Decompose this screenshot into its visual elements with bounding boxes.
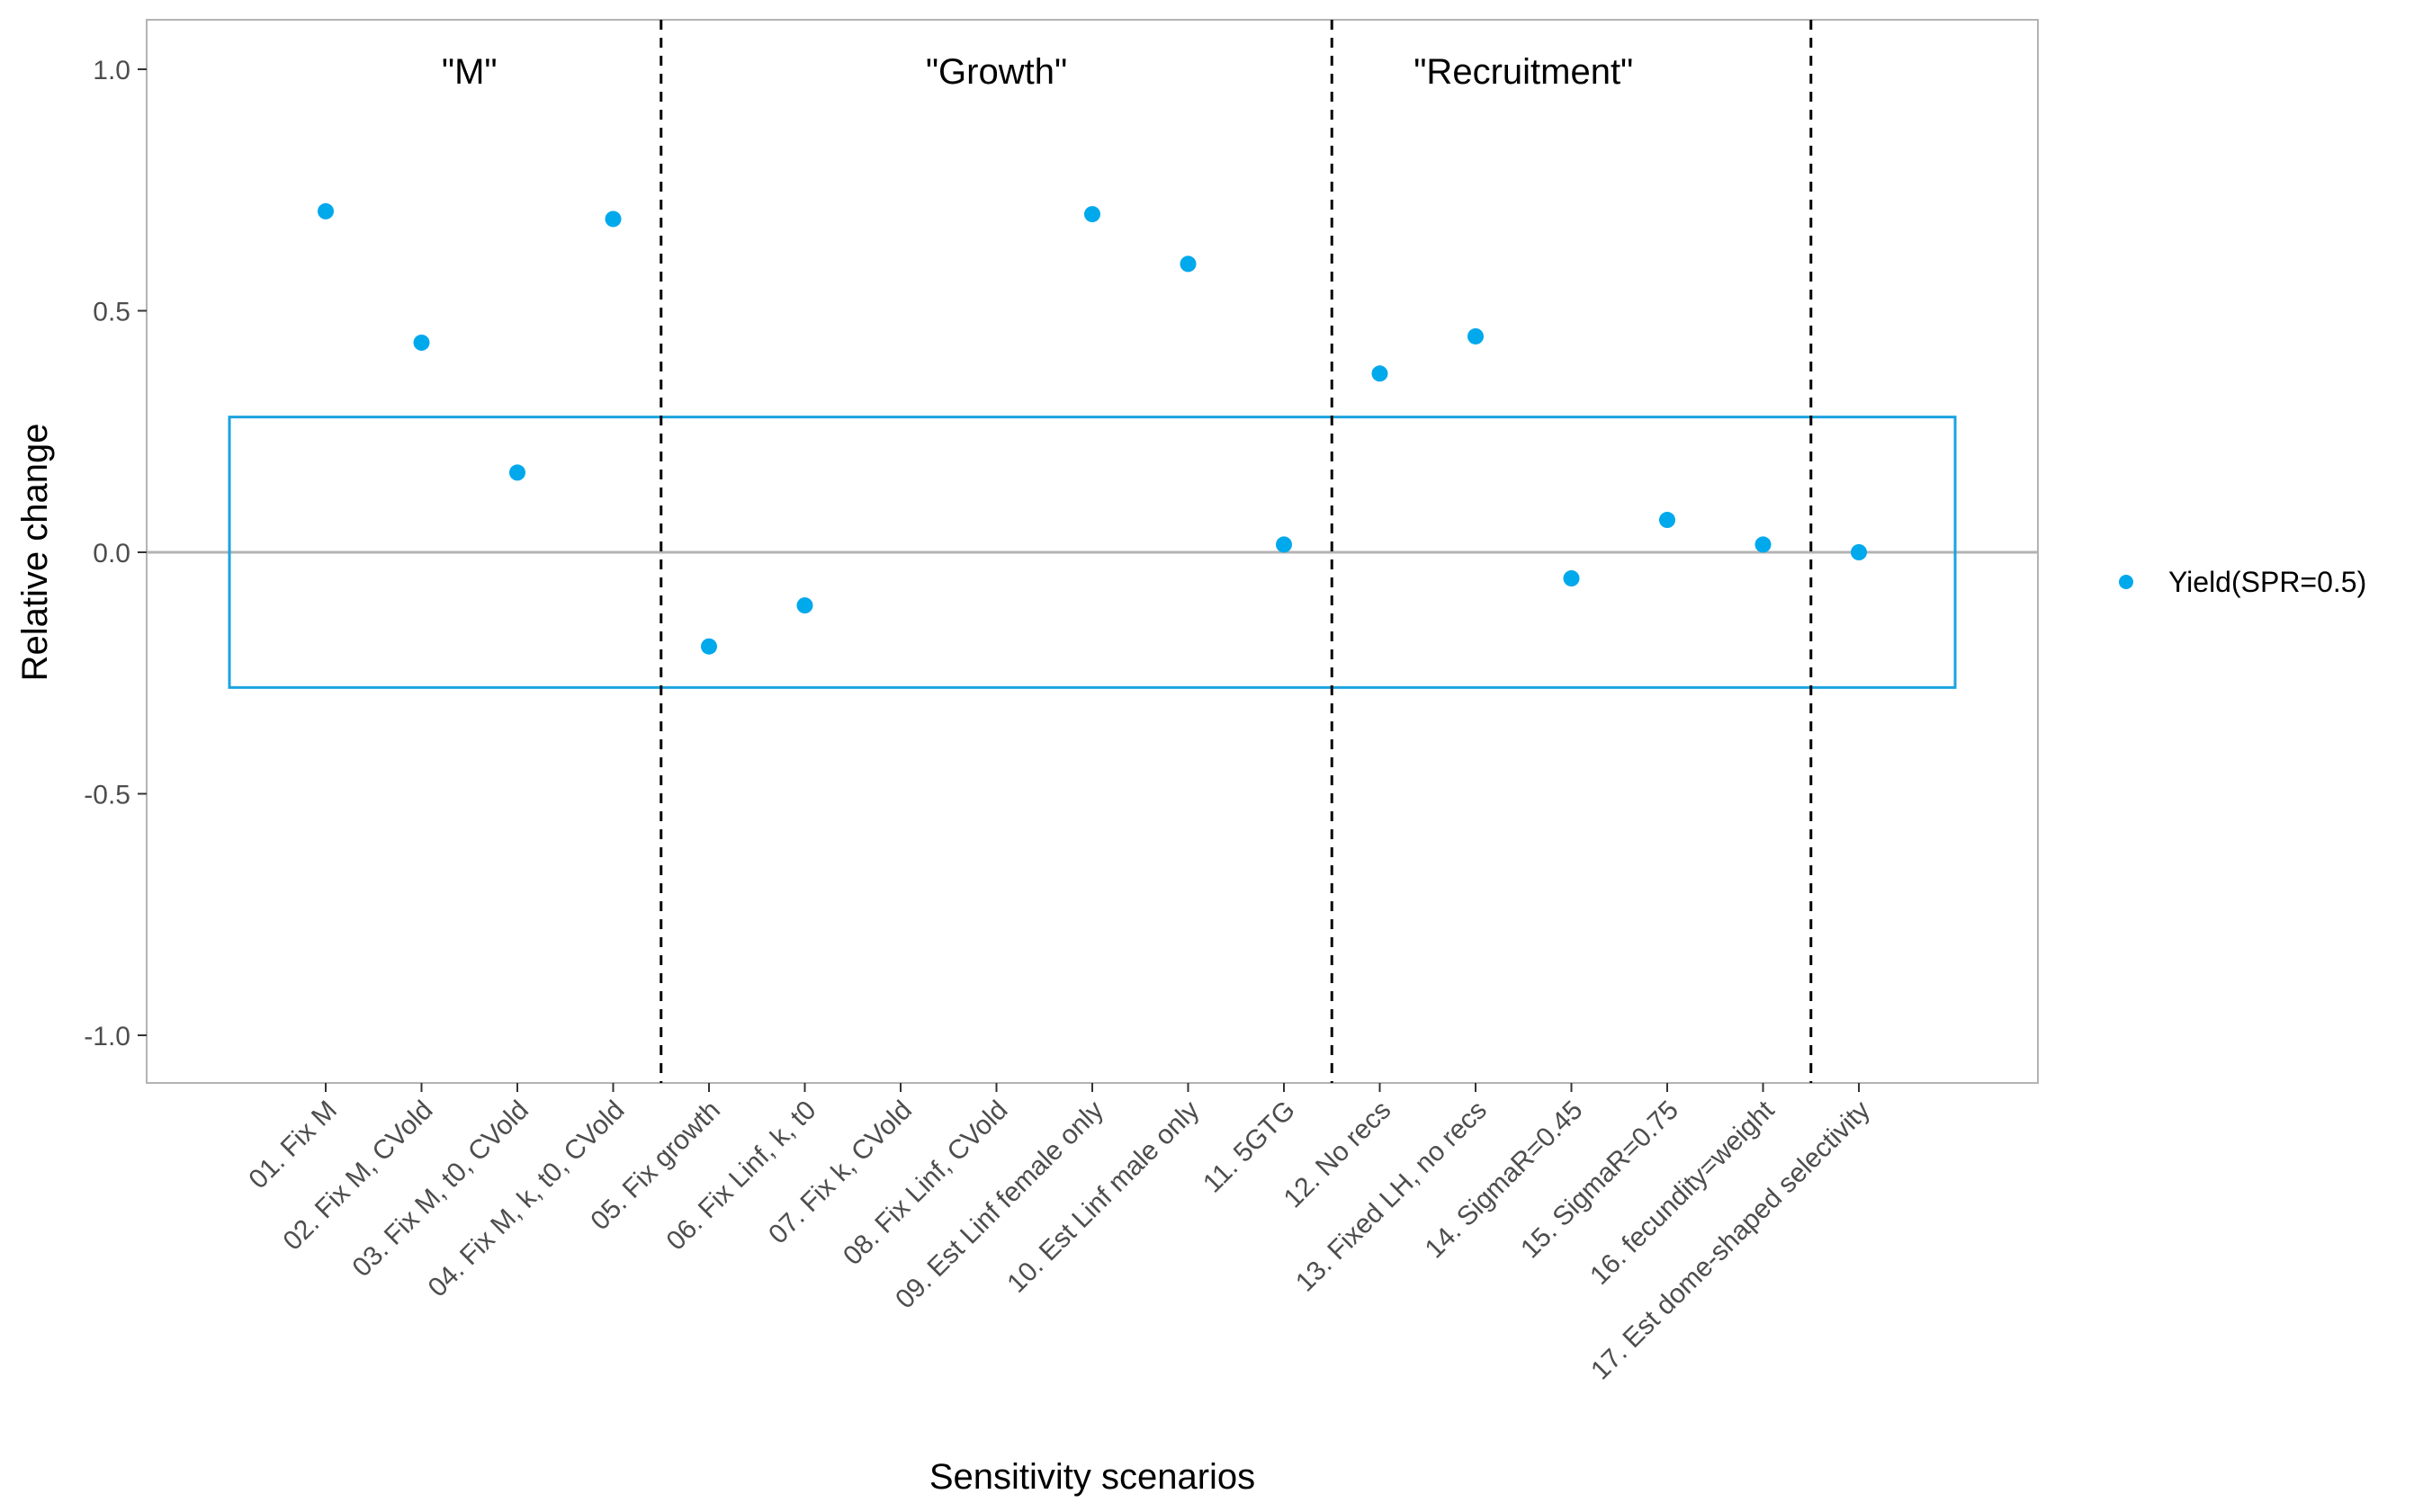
data-point [413,334,430,351]
x-tick-label: 01. Fix M [243,1096,343,1195]
group-labels: "M" "Growth" "Recruitment" [442,52,1633,92]
y-axis: -1.0 -0.5 0.0 0.5 1.0 [84,56,147,1051]
y-tick-label: -1.0 [84,1022,130,1051]
data-point [509,464,525,481]
data-point [318,202,334,219]
y-tick-label: -0.5 [84,781,130,810]
x-tick-label: 10. Est Linf male only [1001,1096,1205,1299]
data-point [605,210,622,228]
y-tick-label: 0.0 [93,539,130,568]
group-dividers [660,20,1813,1083]
x-axis-title: Sensitivity scenarios [929,1457,1255,1497]
data-point [796,597,813,614]
group-label: "Recruitment" [1413,52,1633,92]
x-tick-label: 16. fecundity=weight [1584,1095,1781,1291]
x-tick-label: 13. Fixed LH, no recs [1290,1096,1493,1298]
data-point [1563,569,1580,586]
data-point [1276,536,1292,553]
legend: Yield(SPR=0.5) [2119,566,2366,598]
x-tick-label: 15. SigmaR=0.75 [1515,1096,1684,1265]
data-points [318,202,1867,655]
legend-marker [2119,575,2133,589]
x-tick-label: 08. Fix Linf, CVold [838,1096,1013,1271]
legend-label: Yield(SPR=0.5) [2168,566,2366,598]
reference-box [228,416,1957,689]
data-point [701,638,717,655]
data-point [1180,255,1197,273]
y-axis-title: Relative change [15,424,55,682]
y-tick-label: 0.5 [93,298,130,327]
y-tick-label: 1.0 [93,56,130,85]
group-label: "Growth" [926,52,1067,92]
data-point [1659,512,1675,529]
data-point [1084,206,1100,223]
x-tick-label: 11. 5GTG [1198,1096,1301,1199]
data-point [1371,365,1388,382]
data-point [1467,327,1484,344]
data-point [1851,544,1867,560]
data-point [1754,536,1772,553]
group-label: "M" [442,52,498,92]
x-tick-label: 04. Fix M, k, t0, CVold [423,1096,631,1303]
x-tick-label: 14. SigmaR=0.45 [1420,1096,1589,1265]
x-tick-label: 03. Fix M, t0, CVold [347,1096,534,1283]
